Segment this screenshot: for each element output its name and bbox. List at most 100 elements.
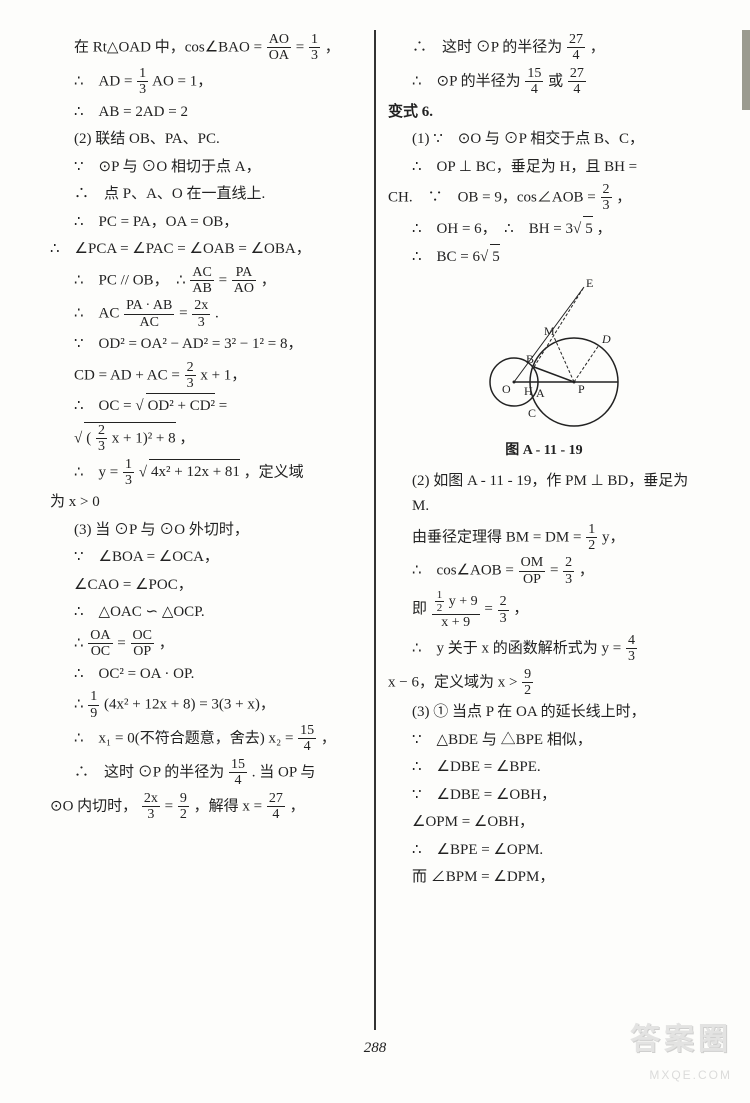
fraction: ACAB xyxy=(190,265,213,297)
text: ⊙O 内切时， xyxy=(50,798,137,814)
text: (3) 当 ⊙P 与 ⊙O 外切时， xyxy=(74,522,249,538)
fraction: AOOA xyxy=(267,32,291,64)
text-line: ∴ PC = PA，OA = OB， xyxy=(50,210,362,236)
fraction: 92 xyxy=(178,791,189,823)
fraction: 13 xyxy=(309,32,320,64)
text: x + 1， xyxy=(200,367,246,383)
text: CH. ∵ OB = 9，cos∠AOB = xyxy=(388,189,596,205)
text: ， xyxy=(616,189,631,205)
text: . xyxy=(215,306,219,322)
page: 在 Rt△OAD 中，cos∠BAO = AOOA = 13 ， ∴ AD = … xyxy=(0,0,750,1103)
text-line: (2) 联结 OB、PA、PC. xyxy=(50,127,362,153)
text: ， xyxy=(513,601,528,617)
variant-heading: 变式 6. xyxy=(388,100,700,126)
text: (2) 联结 OB、PA、PC. xyxy=(74,131,220,147)
text: = xyxy=(550,563,558,579)
text: ∴ BC = 6√ xyxy=(412,249,488,265)
fraction: 2x3 xyxy=(142,791,160,823)
figure-label-C: C xyxy=(528,406,536,420)
text-line: ∴ 19 (4x² + 12x + 8) = 3(3 + x)， xyxy=(50,689,362,721)
text: ∴ OC = √ xyxy=(74,398,144,414)
text-line: 为 x > 0 xyxy=(50,490,362,516)
fraction: 274 xyxy=(567,32,585,64)
text: CD = AD + AC = xyxy=(74,367,180,383)
fraction: PA · ABAC xyxy=(124,298,174,330)
text: 而 ∠BPM = ∠DPM， xyxy=(412,869,554,885)
text: (3) ① 当点 P 在 OA 的延长线上时， xyxy=(412,704,646,720)
text: ∵ OD² = OA² − AD² = 3² − 1² = 8， xyxy=(74,336,303,352)
text: ∴ AC xyxy=(74,306,119,322)
figure-label-P: P xyxy=(578,382,585,396)
text: ∴ 这时 ⊙P 的半径为 xyxy=(412,39,562,55)
text-line: ∴ ∠DBE = ∠BPE. xyxy=(388,755,700,781)
right-column: ∴ 这时 ⊙P 的半径为 274 ， ∴ ⊙P 的半径为 154 或 274 变… xyxy=(380,30,700,1030)
radical: ( 23 x + 1)² + 8 xyxy=(84,422,175,455)
text: (1) ∵ ⊙O 与 ⊙P 相交于点 B、C， xyxy=(412,131,644,147)
text: ，定义域 xyxy=(244,464,304,480)
column-divider xyxy=(374,30,376,1030)
text: 即 xyxy=(412,601,427,617)
fraction: 43 xyxy=(626,633,637,665)
text: AO = 1， xyxy=(152,73,212,89)
text: ∠CAO = ∠POC， xyxy=(74,577,193,593)
text: (2) 如图 A - 11 - 19，作 PM ⊥ BD，垂足为 M. xyxy=(412,473,688,515)
text: ∴ AD = xyxy=(74,73,132,89)
figure-label-B: B xyxy=(526,352,534,366)
text: = xyxy=(296,39,304,55)
text: = xyxy=(219,398,227,414)
text: ， xyxy=(261,272,276,288)
text-line: ∵ ⊙P 与 ⊙O 相切于点 A， xyxy=(50,155,362,181)
text-line: ∴ ⊙P 的半径为 154 或 274 xyxy=(388,66,700,98)
fraction: OCOP xyxy=(131,628,154,660)
text: y， xyxy=(602,529,625,545)
text: = xyxy=(165,798,173,814)
figure-label-D: D xyxy=(601,332,611,346)
figure-label-E: E xyxy=(586,277,593,290)
text: x − 6，定义域为 x > xyxy=(388,674,517,690)
fraction: 12 xyxy=(586,522,597,554)
fraction: OAOC xyxy=(88,628,112,660)
text: ∴ y 关于 x 的函数解析式为 y = xyxy=(412,640,621,656)
fraction: 2x3 xyxy=(192,298,210,330)
fraction: 19 xyxy=(88,689,99,721)
text-line: ∴ 这时 ⊙P 的半径为 154 . 当 OP 与 xyxy=(50,757,362,789)
text: ∴ 点 P、A、O 在一直线上. xyxy=(74,186,265,202)
fraction: 12 xyxy=(435,589,445,614)
text-line: ∴ △OAC ∽ △OCP. xyxy=(50,600,362,626)
text-line: ∴ 这时 ⊙P 的半径为 274 ， xyxy=(388,32,700,64)
text-line: ∴ AC PA · ABAC = 2x3 . xyxy=(50,298,362,330)
text: 在 Rt△OAD 中，cos∠BAO = xyxy=(74,39,262,55)
fraction: 13 xyxy=(123,457,134,489)
text: ∴ △OAC ∽ △OCP. xyxy=(74,604,205,620)
text-line: ∵ ∠DBE = ∠OBH， xyxy=(388,783,700,809)
text: = xyxy=(219,272,227,288)
radical: 4x² + 12x + 81 xyxy=(149,459,240,486)
text-line: 在 Rt△OAD 中，cos∠BAO = AOOA = 13 ， xyxy=(50,32,362,64)
text: ∴ ∠PCA = ∠PAC = ∠OAB = ∠OBA， xyxy=(50,241,311,257)
text: ∴ xyxy=(74,697,84,713)
text: = xyxy=(484,601,492,617)
radical: OD² + CD² xyxy=(146,393,215,420)
text: ∴ OH = 6， ∴ BH = 3√ xyxy=(412,221,581,237)
text: . 当 OP 与 xyxy=(252,764,316,780)
text: ， xyxy=(179,430,194,446)
text-line: ∵ ∠BOA = ∠OCA， xyxy=(50,545,362,571)
text: ( xyxy=(86,430,91,446)
text: ， xyxy=(579,563,594,579)
circles-diagram-icon: E D M B O H A P C xyxy=(444,277,644,437)
text-line: CD = AD + AC = 23 x + 1， xyxy=(50,360,362,392)
fraction: 13 xyxy=(137,66,148,98)
fraction: 154 xyxy=(525,66,543,98)
text-line: ⊙O 内切时， 2x3 = 92 ，解得 x = 274 ， xyxy=(50,791,362,823)
text: ∴ xyxy=(74,635,84,651)
text: (4x² + 12x + 8) = 3(3 + x)， xyxy=(104,697,275,713)
text: ∴ ∠DBE = ∠BPE. xyxy=(412,759,541,775)
text: ， xyxy=(321,730,336,746)
text-line: ∴ OAOC = OCOP ， xyxy=(50,628,362,660)
text-line: ∴ ∠PCA = ∠PAC = ∠OAB = ∠OBA， xyxy=(50,237,362,263)
text: ∴ PC = PA，OA = OB， xyxy=(74,214,238,230)
text: ， xyxy=(159,635,174,651)
text: y + 9 xyxy=(449,594,478,609)
fraction: 274 xyxy=(267,791,285,823)
figure-label-O: O xyxy=(502,382,511,396)
